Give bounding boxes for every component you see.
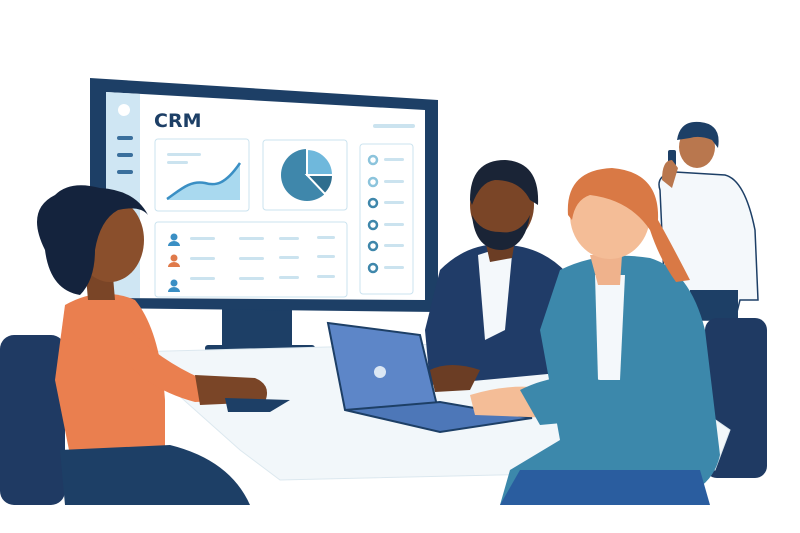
- pie-chart-card: [262, 139, 348, 211]
- status-ring-icon: [367, 197, 379, 209]
- pie-slice-dark: [304, 174, 335, 196]
- status-ring-icon: [367, 176, 379, 188]
- status-ring-icon: [367, 154, 379, 166]
- hand: [662, 160, 678, 188]
- jacket-sleeve: [520, 376, 600, 425]
- hands: [430, 365, 480, 392]
- area-chart-fill: [167, 163, 240, 200]
- area-chart-line: [166, 162, 242, 201]
- pie-slice-light: [306, 147, 335, 176]
- user-icon: [170, 254, 178, 262]
- woman-teal-jacket: [470, 168, 720, 505]
- woman-orange-shirt: [0, 185, 290, 505]
- hair: [677, 121, 719, 148]
- hands: [195, 375, 268, 405]
- shirt: [478, 248, 512, 340]
- status-list-items: [367, 154, 404, 274]
- user-icon: [170, 233, 178, 241]
- keyboard: [225, 398, 290, 412]
- status-ring-icon: [367, 240, 379, 252]
- sidebar-menu-item[interactable]: [117, 136, 133, 140]
- user-icon: [170, 279, 178, 287]
- status-list-card: [359, 143, 414, 295]
- orange-shirt: [55, 293, 165, 455]
- teal-jacket: [500, 255, 720, 505]
- sidebar-menu-item[interactable]: [117, 170, 133, 174]
- hair: [567, 168, 690, 282]
- area-chart-card: [154, 138, 250, 212]
- hair: [470, 160, 539, 205]
- logo-icon: [374, 366, 386, 378]
- laptop[interactable]: [326, 321, 533, 434]
- white-top: [595, 275, 625, 380]
- sidebar-menu-item[interactable]: [117, 153, 133, 157]
- curly-hair: [37, 185, 148, 295]
- monitor: CRM: [90, 78, 438, 361]
- contacts-table-card: [154, 221, 348, 298]
- table-row[interactable]: [168, 233, 335, 247]
- screen-title: CRM: [154, 110, 201, 132]
- table-row[interactable]: [168, 275, 335, 292]
- laptop-keyboard: [344, 400, 533, 434]
- sidebar-logo-dot: [118, 104, 130, 116]
- beard: [472, 215, 530, 250]
- chair-left: [0, 335, 65, 505]
- trousers: [60, 445, 250, 505]
- status-ring-icon: [367, 262, 379, 274]
- neck: [590, 255, 622, 285]
- status-ring-icon: [367, 219, 379, 231]
- jeans: [500, 470, 710, 505]
- table-row[interactable]: [168, 254, 335, 268]
- header-placeholder-bar: [373, 124, 415, 128]
